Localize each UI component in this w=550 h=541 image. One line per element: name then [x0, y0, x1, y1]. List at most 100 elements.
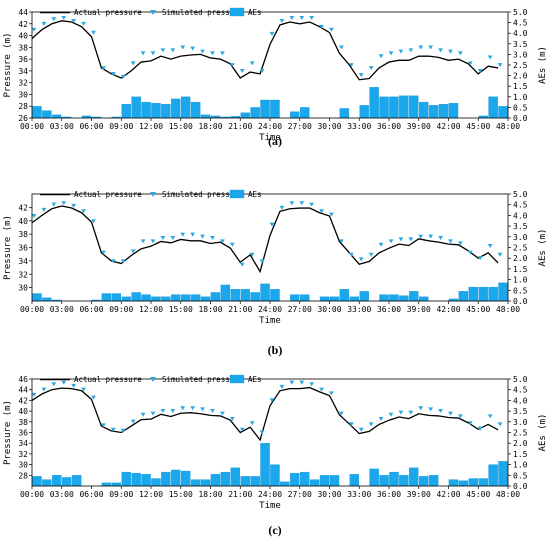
y2-tick-label: 2.0: [513, 254, 528, 263]
simulated-pressure-marker: [269, 31, 275, 36]
aes-bar: [409, 95, 419, 119]
aes-bar: [399, 295, 409, 302]
x-tick-label: 42:00: [436, 490, 460, 499]
aes-bar: [488, 286, 498, 302]
x-tick-label: 42:00: [436, 305, 460, 314]
simulated-pressure-marker: [398, 237, 404, 242]
x-tick-label: 18:00: [198, 305, 222, 314]
aes-bar: [438, 104, 449, 119]
simulated-pressure-marker: [249, 61, 255, 66]
y2-axis-title: AEs (m): [538, 229, 548, 267]
simulated-pressure-marker: [41, 21, 47, 26]
y-tick-label: 28: [18, 102, 28, 111]
x-tick-label: 48:00: [496, 305, 520, 314]
simulated-pressure-marker: [448, 239, 453, 244]
simulated-pressure-marker: [398, 49, 404, 54]
x-tick-label: 30:00: [317, 490, 341, 499]
simulated-pressure-marker: [51, 202, 57, 207]
simulated-pressure-marker: [339, 239, 344, 244]
simulated-pressure-marker: [91, 395, 96, 400]
x-tick-label: 30:00: [317, 122, 341, 131]
aes-bar: [389, 96, 399, 119]
aes-bar: [488, 96, 498, 119]
y2-tick-label: 3.0: [513, 418, 528, 427]
simulated-pressure-marker: [91, 30, 96, 35]
x-tick-label: 45:00: [466, 122, 490, 131]
simulated-pressure-marker: [61, 201, 67, 206]
simulated-pressure-marker: [428, 234, 434, 239]
aes-bar: [220, 284, 231, 302]
aes-bar: [71, 475, 82, 487]
x-tick-label: 18:00: [198, 490, 222, 499]
x-tick-label: 48:00: [496, 490, 520, 499]
y-tick-label: 36: [18, 55, 28, 64]
aes-bar: [369, 87, 379, 119]
y2-tick-label: 3.5: [513, 222, 528, 231]
simulated-pressure-marker: [487, 244, 493, 249]
simulated-pressure-marker: [448, 411, 453, 416]
simulated-pressure-marker: [477, 256, 483, 261]
simulated-pressure-marker: [388, 51, 394, 56]
y-axis-title: Pressure (m): [3, 32, 13, 97]
y2-tick-label: 2.0: [513, 72, 528, 81]
simulated-pressure-marker: [388, 412, 394, 417]
simulated-pressure-marker: [309, 202, 315, 207]
simulated-pressure-marker: [319, 209, 324, 214]
aes-bar: [240, 476, 250, 487]
y2-tick-label: 3.5: [513, 407, 528, 416]
x-tick-label: 36:00: [377, 305, 401, 314]
simulated-pressure-marker: [140, 51, 146, 56]
aes-bar: [180, 294, 191, 302]
y-tick-label: 34: [18, 257, 28, 266]
aes-bar: [399, 475, 409, 487]
simulated-pressure-marker: [71, 203, 77, 208]
x-tick-label: 15:00: [169, 122, 193, 131]
x-tick-label: 00:00: [20, 490, 44, 499]
simulated-pressure-marker: [408, 237, 414, 242]
simulated-pressure-marker: [269, 222, 275, 227]
aes-bar: [151, 478, 161, 487]
aes-bar: [488, 464, 498, 487]
y2-tick-label: 5.0: [513, 8, 528, 17]
x-tick-label: 36:00: [377, 490, 401, 499]
simulated-pressure-marker: [101, 423, 106, 428]
aes-bar: [52, 114, 62, 119]
x-tick-label: 09:00: [109, 490, 133, 499]
y-tick-label: 32: [18, 79, 28, 88]
aes-bar: [131, 292, 141, 302]
simulated-pressure-marker: [348, 63, 354, 68]
simulated-pressure-marker: [190, 406, 196, 411]
simulated-pressure-marker: [339, 45, 344, 50]
aes-bar: [409, 291, 419, 302]
aes-bar: [250, 476, 260, 487]
aes-bar: [418, 476, 429, 487]
simulated-pressure-marker: [101, 66, 106, 71]
legend: Actual pressure Simulated pressure AEs: [40, 7, 262, 17]
aes-bar: [478, 478, 488, 487]
aes-bar: [280, 481, 290, 487]
simulated-pressure-marker: [348, 422, 354, 427]
y2-tick-label: 4.0: [513, 29, 528, 38]
y-tick-label: 30: [18, 461, 28, 470]
simulated-pressure-marker: [71, 383, 77, 388]
simulated-pressure-marker: [378, 242, 384, 247]
y-tick-label: 36: [18, 429, 28, 438]
plot-frame: [31, 11, 509, 119]
simulated-pressure-marker: [150, 411, 156, 416]
simulated-pressure-marker: [180, 406, 186, 411]
legend-label-aes: AEs: [248, 190, 262, 199]
aes-bar: [111, 482, 121, 487]
x-tick-label: 39:00: [407, 122, 431, 131]
aes-bar: [349, 474, 360, 487]
x-tick-label: 18:00: [198, 122, 222, 131]
y-tick-label: 38: [18, 418, 28, 427]
aes-bar: [379, 475, 389, 487]
y2-tick-label: 1.5: [513, 82, 528, 91]
legend-label-actual: Actual pressure: [74, 8, 142, 17]
simulated-pressure-marker: [210, 408, 215, 413]
aes-bar: [448, 479, 459, 487]
x-tick-label: 03:00: [50, 490, 74, 499]
simulated-pressure-marker: [448, 49, 453, 54]
aes-bar: [260, 283, 270, 302]
aes-bar: [319, 296, 330, 302]
